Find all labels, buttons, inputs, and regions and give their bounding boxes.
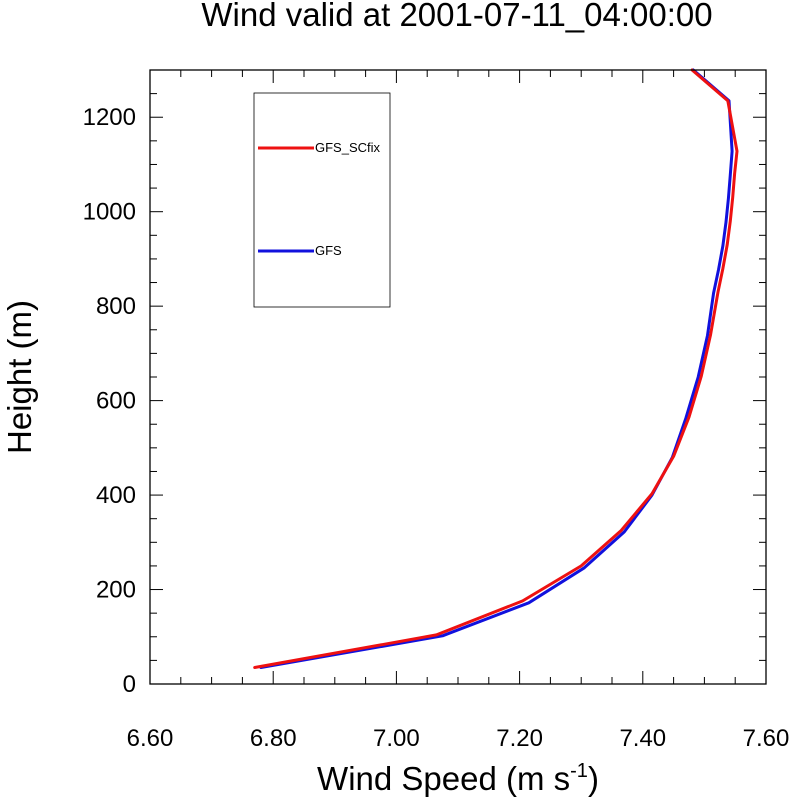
- y-tick-label: 1200: [83, 104, 136, 131]
- series-lines: [253, 68, 739, 669]
- y-axis-label: Height (m): [1, 300, 38, 454]
- y-tick-label: 800: [96, 293, 136, 320]
- x-tick-label: 6.80: [250, 725, 297, 752]
- y-tick-label: 400: [96, 482, 136, 509]
- series-line-gfs-scfix: [253, 68, 739, 669]
- x-tick-label: 7.00: [373, 725, 420, 752]
- chart-title: Wind valid at 2001-07-11_04:00:00: [201, 0, 712, 33]
- legend-box: [253, 92, 391, 308]
- axis-ticks: [149, 69, 767, 685]
- x-tick-label: 7.60: [743, 725, 790, 752]
- x-tick-label: 7.20: [496, 725, 543, 752]
- legend-label-gfs: GFS: [315, 243, 342, 258]
- legend-label-gfs-scfix: GFS_SCfix: [315, 140, 381, 155]
- y-tick-label: 600: [96, 388, 136, 415]
- plot-frame: [149, 69, 767, 685]
- x-tick-labels: 6.60 6.80 7.00 7.20 7.40 7.60: [127, 725, 790, 752]
- x-tick-label: 6.60: [127, 725, 174, 752]
- series-line-gfs: [259, 68, 734, 669]
- y-tick-labels: 0 200 400 600 800 1000 1200: [83, 104, 136, 698]
- y-tick-label: 200: [96, 577, 136, 604]
- y-tick-label: 1000: [83, 199, 136, 226]
- y-tick-label: 0: [123, 671, 136, 698]
- legend: GFS_SCfix GFS: [253, 92, 391, 308]
- x-axis-label: Wind Speed (m s-1): [317, 760, 599, 797]
- x-tick-label: 7.40: [619, 725, 666, 752]
